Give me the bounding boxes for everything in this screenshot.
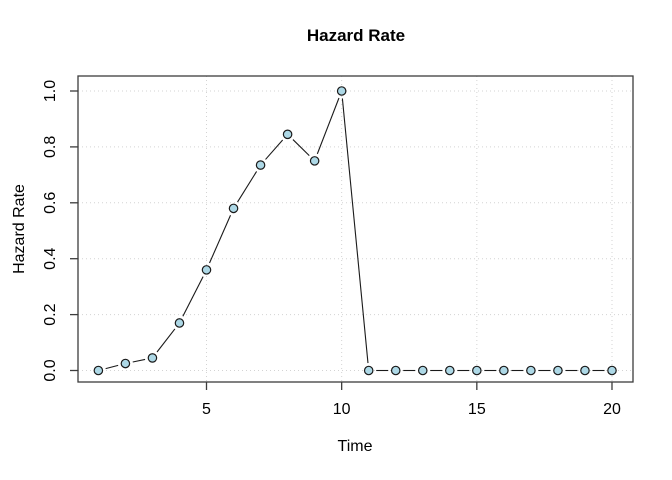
data-point — [120, 358, 131, 369]
series-segment — [292, 139, 310, 157]
data-point — [282, 129, 293, 140]
plot-frame — [77, 75, 634, 383]
data-point — [228, 203, 239, 214]
series-segment — [341, 98, 369, 364]
y-tick-label: 0.8 — [42, 136, 59, 158]
axis-tick-labels: 5 10 15 20 0.0 0.2 0.4 0.6 0.8 1.0 — [42, 80, 621, 418]
y-tick-label: 1.0 — [42, 80, 59, 102]
series-segment — [182, 276, 204, 317]
plot-box — [77, 75, 634, 383]
data-point — [93, 365, 104, 376]
data-point — [363, 365, 374, 376]
data-point — [526, 365, 536, 376]
gridlines — [78, 76, 633, 382]
x-tick-label: 10 — [333, 401, 351, 418]
data-point — [580, 365, 590, 376]
y-axis-label: Hazard Rate — [11, 184, 28, 274]
chart-title: Hazard Rate — [307, 26, 405, 45]
y-tick-label: 0.0 — [42, 359, 59, 381]
series-segment — [132, 358, 146, 363]
data-point — [201, 265, 212, 275]
series-segment — [237, 171, 258, 203]
series-segment — [265, 139, 284, 160]
data-point — [607, 365, 617, 376]
series-segment — [209, 215, 232, 264]
series-segment — [316, 97, 340, 155]
x-tick-label: 15 — [468, 401, 486, 418]
series-hazard-rate — [93, 86, 617, 376]
y-tick-label: 0.2 — [42, 303, 59, 325]
data-point — [309, 156, 320, 166]
data-point — [499, 365, 509, 376]
y-tick-label: 0.6 — [42, 192, 59, 214]
data-point — [444, 365, 455, 376]
data-point — [147, 353, 158, 363]
x-tick-label: 5 — [202, 401, 211, 418]
x-axis-label: Time — [338, 438, 373, 455]
data-point — [472, 365, 482, 376]
data-point — [390, 365, 401, 376]
axis-ticks — [70, 90, 613, 390]
data-point — [553, 365, 563, 376]
data-point — [336, 86, 347, 96]
series-segment — [156, 328, 176, 353]
series-segment — [105, 364, 119, 370]
data-point — [174, 318, 185, 328]
y-tick-label: 0.4 — [42, 247, 59, 269]
x-tick-label: 20 — [603, 401, 621, 418]
data-point — [255, 160, 266, 170]
data-point — [417, 365, 428, 376]
